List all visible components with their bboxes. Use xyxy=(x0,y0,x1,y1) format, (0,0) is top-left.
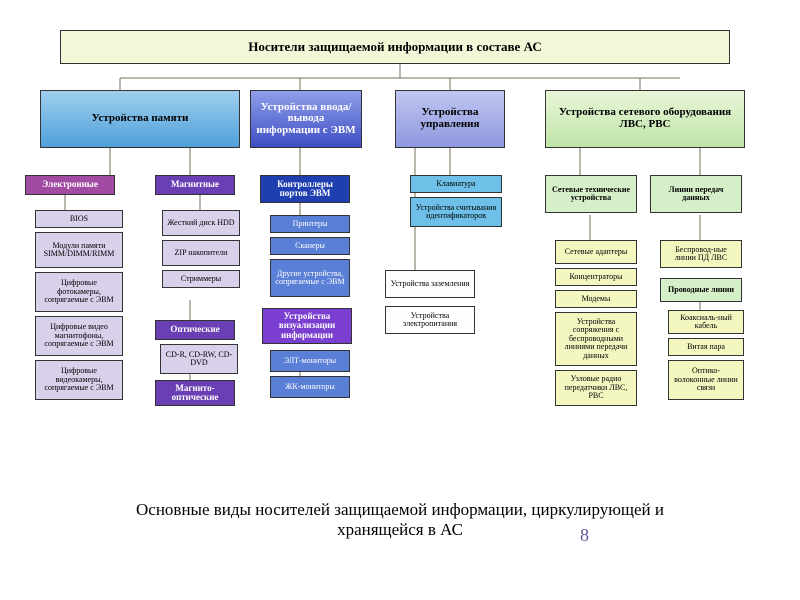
leaf-videocam: Цифровые видеокамеры, сопрягаемые с ЭВМ xyxy=(35,360,123,400)
leaf-hubs: Концентраторы xyxy=(555,268,637,286)
page-number: 8 xyxy=(580,525,589,546)
leaf-streamer: Стриммеры xyxy=(162,270,240,288)
control-header: Устройства управления xyxy=(395,90,505,148)
net-tech-cat: Сетевые технические устройства xyxy=(545,175,637,213)
leaf-id-readers: Устройства считывания идентификаторов xyxy=(410,197,502,227)
io-controllers: Контроллеры портов ЭВМ xyxy=(260,175,350,203)
leaf-adapters: Сетевые адаптеры xyxy=(555,240,637,264)
leaf-wireless-lines: Беспровод-ные линии ПД ЛВС xyxy=(660,240,742,268)
cat-electronic: Электронные xyxy=(25,175,115,195)
leaf-power: Устройства электропитания xyxy=(385,306,475,334)
leaf-lcd: ЖК-мониторы xyxy=(270,376,350,398)
title-box: Носители защищаемой информации в составе… xyxy=(60,30,730,64)
leaf-fiber: Оптико-волоконные линии связи xyxy=(668,360,744,400)
io-header: Устройства ввода/вывода информации с ЭВМ xyxy=(250,90,362,148)
leaf-simm: Модули памяти SIMM/DIMM/RIMM xyxy=(35,232,123,268)
leaf-radio-tx: Узловые радио передатчики ЛВС, РВС xyxy=(555,370,637,406)
leaf-zip: ZIP накопители xyxy=(162,240,240,266)
cat-optical: Оптические xyxy=(155,320,235,340)
leaf-photo: Цифровые фотокамеры, сопрягаемые с ЭВМ xyxy=(35,272,123,312)
net-wired-cat: Проводные линии xyxy=(660,278,742,302)
leaf-twisted: Витая пара xyxy=(668,338,744,356)
leaf-videomag: Цифровые видео магнитофоны, сопрягаемые … xyxy=(35,316,123,356)
io-vis: Устройства визуализации информации xyxy=(262,308,352,344)
leaf-coax: Коаксиаль-ный кабель xyxy=(668,310,744,334)
leaf-hdd: Жесткий диск HDD xyxy=(162,210,240,236)
net-lines-cat: Линии передач данных xyxy=(650,175,742,213)
leaf-wireless-if: Устройства сопряжения с беспроводными ли… xyxy=(555,312,637,366)
memory-header: Устройства памяти xyxy=(40,90,240,148)
leaf-grounding: Устройства заземления xyxy=(385,270,475,298)
footer-caption: Основные виды носителей защищаемой инфор… xyxy=(100,500,700,540)
leaf-modems: Модемы xyxy=(555,290,637,308)
cat-magnetic: Магнитные xyxy=(155,175,235,195)
leaf-cd: CD-R, CD-RW, CD-DVD xyxy=(160,344,238,374)
title-text: Носители защищаемой информации в составе… xyxy=(248,40,541,54)
leaf-other-io: Другие устройства, сопрягаемые с ЭВМ xyxy=(270,259,350,297)
leaf-scanners: Сканеры xyxy=(270,237,350,255)
network-header: Устройства сетевого оборудования ЛВС, РВ… xyxy=(545,90,745,148)
cat-magneto-optical: Магнито-оптические xyxy=(155,380,235,406)
leaf-bios: BIOS xyxy=(35,210,123,228)
leaf-elt: ЭЛТ-мониторы xyxy=(270,350,350,372)
leaf-keyboard: Клавиатура xyxy=(410,175,502,193)
leaf-printers: Принтеры xyxy=(270,215,350,233)
